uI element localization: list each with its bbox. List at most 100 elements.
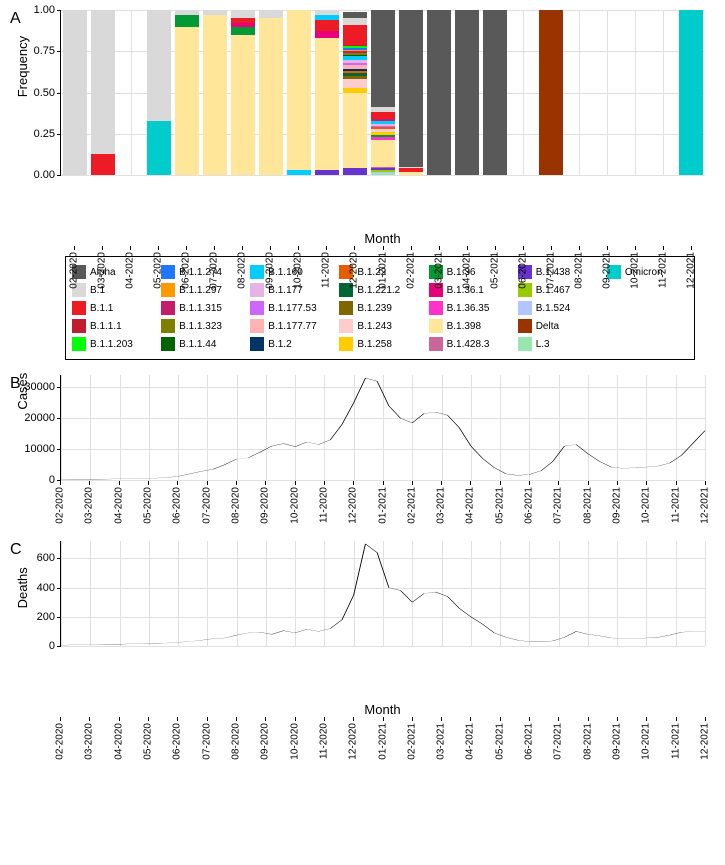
seg-Alpha [483, 10, 507, 175]
xtick-label: 09-2020 [260, 723, 271, 760]
seg-B.1.438 [315, 170, 339, 175]
xtick-label: 06-2020 [172, 723, 183, 760]
xtick-label: 04-2020 [113, 487, 124, 524]
ytick-label: 200 [37, 611, 61, 623]
legend-swatch [250, 337, 264, 351]
legend-swatch [518, 319, 532, 333]
xtick-label: 09-2020 [265, 252, 276, 289]
xtick-label: 07-2021 [553, 723, 564, 760]
seg-B.1 [147, 10, 171, 121]
legend-swatch [518, 337, 532, 351]
xtick-label: 05-2021 [494, 487, 505, 524]
legend-item: B.1.1.203 [72, 337, 153, 351]
xtick-label: 08-2021 [573, 252, 584, 289]
xtick-label: 12-2021 [700, 487, 711, 524]
xtick-label: 08-2021 [582, 487, 593, 524]
xtick-label: 09-2021 [612, 487, 623, 524]
ytick-label: 20000 [24, 412, 61, 424]
xtick-label: 11-2020 [321, 252, 332, 288]
bar-10-2020 [287, 10, 311, 175]
xtick-label: 02-2021 [406, 723, 417, 760]
legend-text: L.3 [536, 339, 550, 350]
bar-05-2021 [483, 10, 507, 175]
xtick-label: 01-2021 [377, 487, 388, 524]
xtick-label: 03-2020 [84, 487, 95, 524]
xtick-label: 11-2020 [318, 723, 329, 759]
legend-text: Delta [536, 321, 559, 332]
bar-07-2021 [539, 10, 563, 175]
legend-text: B.1.1.203 [90, 339, 133, 350]
panel-c-chart: Deaths 0200400600 02-202003-202004-20200… [60, 541, 705, 717]
ytick-label: 1.00 [34, 4, 61, 16]
xtick-label: 12-2021 [700, 723, 711, 760]
ytick-label: 600 [37, 552, 61, 564]
legend-text: B.1.2 [268, 339, 291, 350]
panel-c-xlabel: Month [60, 702, 705, 717]
bar-03-2021 [427, 10, 451, 175]
xtick-label: 01-2021 [377, 252, 388, 289]
xtick-label: 11-2020 [318, 487, 329, 523]
panel-a-xticks: 02-202003-202004-202005-202006-202007-20… [60, 246, 705, 306]
xtick-label: 12-2021 [685, 252, 696, 289]
panel-c-ylabel: Deaths [15, 567, 30, 608]
xtick-label: 02-2021 [405, 252, 416, 289]
xtick-label: 08-2021 [582, 723, 593, 760]
xtick-label: 11-2021 [657, 252, 668, 288]
bar-08-2020 [231, 10, 255, 175]
xtick-label: 06-2021 [524, 723, 535, 760]
bar-12-2020 [343, 12, 367, 175]
legend-text: B.1.398 [447, 321, 481, 332]
panel-c-plot: 0200400600 [60, 541, 705, 647]
xtick-label: 05-2020 [153, 252, 164, 289]
legend-text: B.1.1.323 [179, 321, 222, 332]
xtick-label: 10-2020 [293, 252, 304, 289]
legend-swatch [339, 319, 353, 333]
seg-B.1.438 [343, 168, 367, 175]
seg-B.1 [91, 10, 115, 154]
seg-B.1.36.1 [315, 31, 339, 38]
xtick-label: 11-2021 [670, 487, 681, 523]
legend-swatch [250, 319, 264, 333]
bar-04-2021 [455, 10, 479, 175]
xtick-label: 08-2020 [230, 487, 241, 524]
seg-Alpha [343, 12, 367, 19]
xtick-label: 05-2020 [142, 487, 153, 524]
legend-text: B.1.428.3 [447, 339, 490, 350]
legend-item: B.1.258 [339, 337, 420, 351]
seg-Alpha [371, 10, 395, 107]
xtick-label: 02-2021 [406, 487, 417, 524]
seg-L.3 [371, 173, 395, 175]
legend-swatch [72, 337, 86, 351]
legend-item: B.1.1.1 [72, 319, 153, 333]
seg-B.1 [63, 10, 87, 175]
xtick-label: 09-2020 [260, 487, 271, 524]
seg-Alpha [399, 10, 423, 167]
seg-B.1.36 [175, 15, 199, 27]
seg-Alpha [427, 10, 451, 175]
seg-B.1.398 [371, 140, 395, 166]
xtick-label: 07-2021 [553, 487, 564, 524]
panel-a: A Frequency 0.000.250.500.751.00 02-2020… [10, 10, 715, 246]
legend-text: B.1.243 [357, 321, 391, 332]
xtick-label: 09-2021 [612, 723, 623, 760]
seg-Omicron [147, 121, 171, 175]
panel-b-plot: 0100002000030000 [60, 375, 705, 481]
xtick-label: 02-2020 [69, 252, 80, 289]
xtick-label: 05-2021 [494, 723, 505, 760]
seg-B.1 [343, 18, 367, 25]
seg-B.1.398 [259, 18, 283, 175]
legend-swatch [161, 337, 175, 351]
ytick-label: 0.50 [34, 87, 61, 99]
legend-item: B.1.398 [429, 319, 510, 333]
xtick-label: 12-2020 [348, 487, 359, 524]
xtick-label: 03-2021 [433, 252, 444, 289]
xtick-label: 10-2020 [289, 487, 300, 524]
panel-a-plot: 0.000.250.500.751.00 [60, 10, 705, 176]
seg-Delta [539, 10, 563, 175]
panel-c-label: C [10, 541, 22, 559]
legend-item: B.1.177.77 [250, 319, 331, 333]
xtick-label: 08-2020 [237, 252, 248, 289]
seg-B.1.398 [399, 172, 423, 175]
bar-06-2020 [175, 10, 199, 175]
seg-B.1.398 [231, 35, 255, 175]
